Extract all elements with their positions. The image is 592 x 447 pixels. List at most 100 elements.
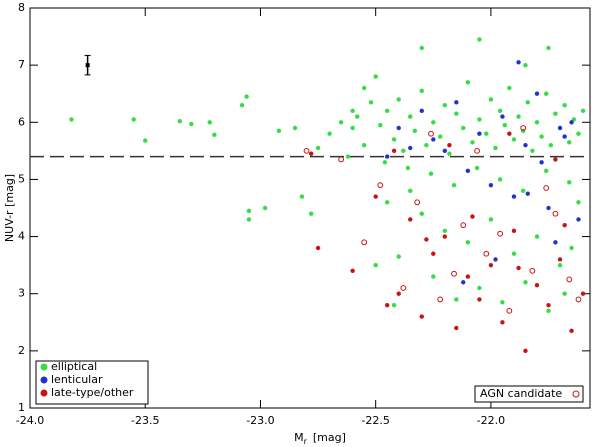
point [292,125,298,131]
y-tick-label: 6 [18,115,25,128]
point [131,117,136,122]
point [544,168,549,174]
point [350,108,355,114]
point [488,97,494,102]
point [385,108,390,114]
point [580,291,586,296]
x-tick-label: -23.0 [246,414,274,427]
point [408,188,413,194]
error-center [85,63,90,68]
point [557,262,563,268]
point [408,217,413,222]
point [431,137,436,142]
point [530,148,535,154]
point [244,94,249,99]
point [327,131,332,136]
plot-frame [29,7,591,409]
point [447,142,452,148]
point [454,100,459,105]
point [308,211,314,216]
point [497,108,503,114]
point [396,97,401,102]
point [477,117,482,122]
point [534,234,540,239]
point [419,211,424,216]
point [465,80,471,85]
point [315,245,321,251]
point [569,328,574,334]
point [382,160,388,165]
point [500,320,505,325]
point [511,194,517,199]
x-label-main: M [294,431,304,444]
point [419,45,424,51]
point [544,91,549,96]
point [454,297,459,302]
point [431,274,436,279]
point [516,60,521,65]
point [396,291,401,296]
y-axis-label: NUV-r [mag] [3,174,16,242]
point [474,147,480,154]
point [465,168,471,174]
point [431,251,436,256]
point [523,280,528,285]
point [431,120,436,125]
point [454,111,459,116]
point [412,128,418,134]
point [454,325,459,331]
point [477,131,482,136]
point [391,302,397,308]
legend-label: lenticular [51,373,103,386]
point [477,37,482,42]
point [557,257,563,262]
point [385,302,390,308]
point [507,85,512,91]
point [576,200,581,205]
point [562,134,567,139]
x-label-sub: r [304,437,308,446]
point [308,151,314,156]
point [451,270,457,277]
point [493,145,498,151]
point [497,177,503,182]
point [575,296,582,303]
legend-marker [572,390,580,398]
point [424,237,429,242]
point [553,157,558,162]
point [477,285,482,291]
point [488,182,494,188]
point [419,108,424,114]
point [520,125,527,131]
point [437,296,444,303]
point [529,267,536,274]
point [562,291,567,296]
point [338,120,344,125]
y-tick-label: 5 [18,172,25,185]
point [373,194,378,199]
legend-marker [40,376,48,384]
point [442,234,448,239]
point [345,154,351,159]
point [212,132,217,138]
point [465,240,471,245]
point [396,125,401,131]
point [419,88,424,94]
point [361,142,367,148]
x-axis-label: Mr [mag] [294,431,346,446]
point [442,228,448,234]
point [400,285,407,291]
legend-label: late-type/other [51,386,134,399]
point [484,131,489,136]
point [543,185,550,191]
point [523,348,528,354]
point [461,125,466,131]
point [396,254,401,259]
point [488,217,494,222]
point [567,180,572,185]
point [567,140,572,145]
point [534,91,540,96]
point [207,120,212,125]
point [546,205,551,211]
point [500,300,505,305]
